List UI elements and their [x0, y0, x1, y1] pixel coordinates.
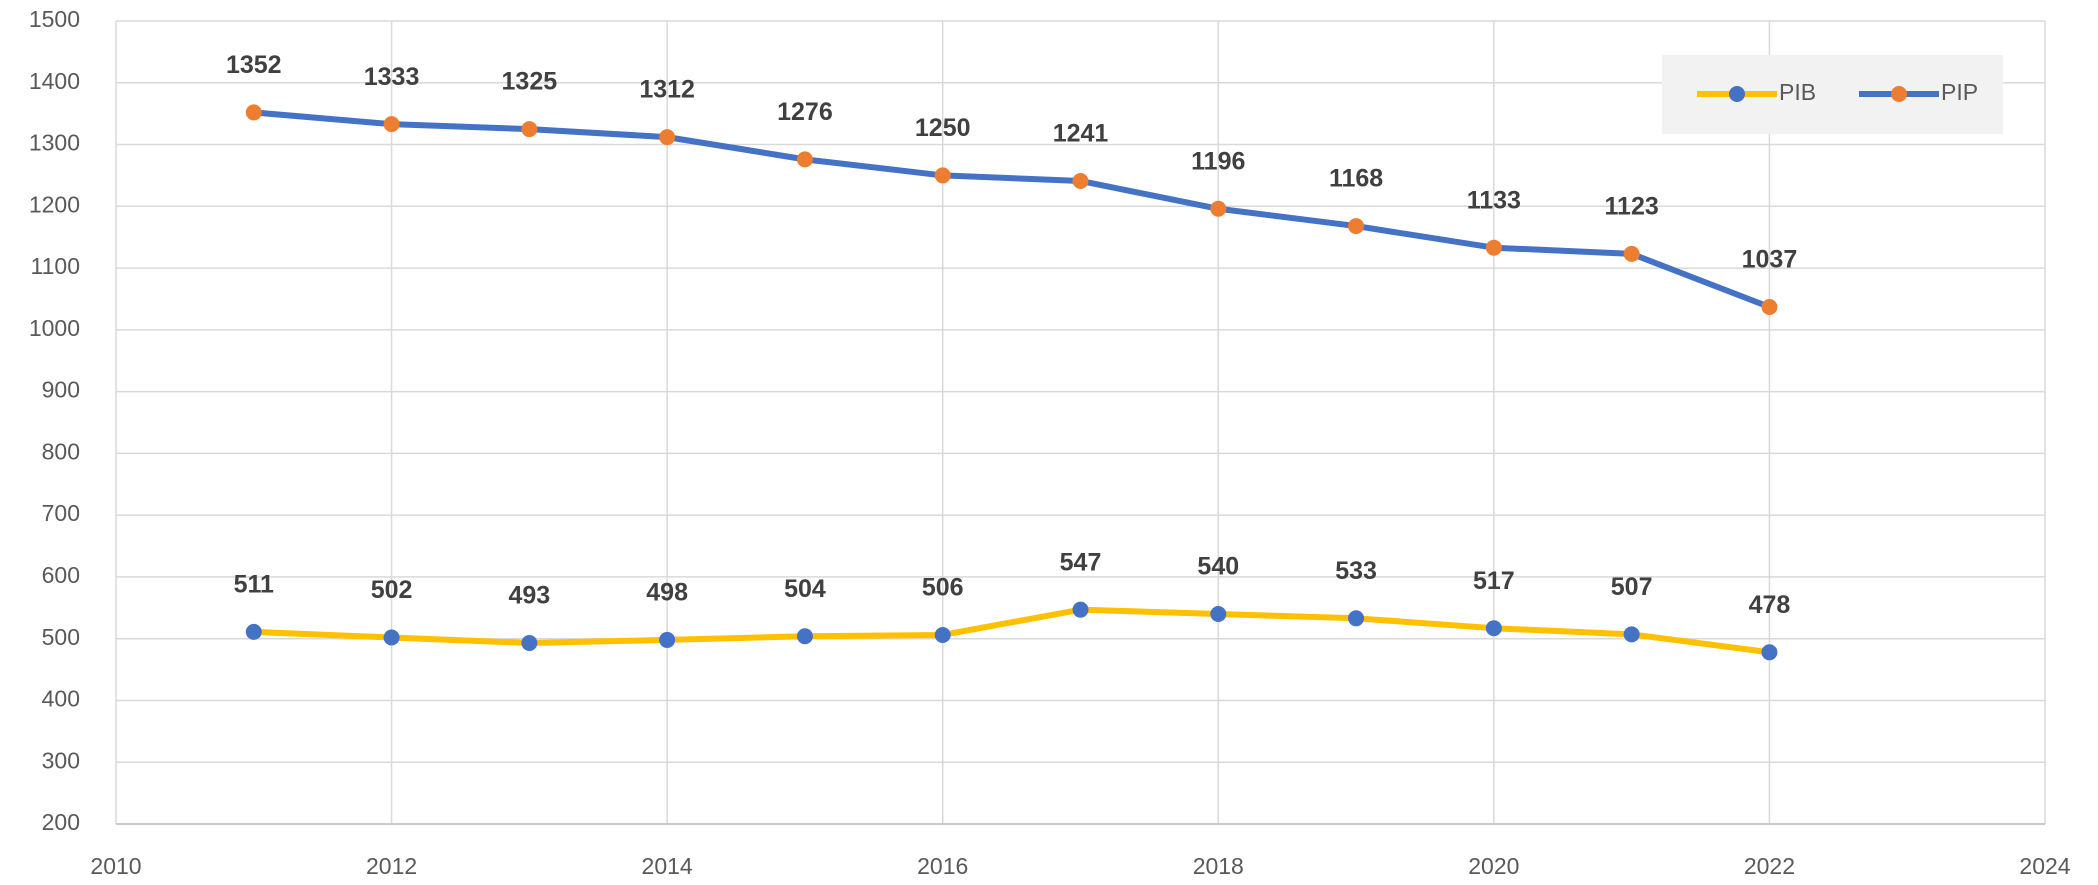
data-label: 533: [1335, 557, 1377, 585]
y-tick-label: 1400: [29, 68, 80, 94]
marker: [383, 116, 400, 133]
marker: [659, 129, 676, 146]
marker: [1348, 218, 1365, 235]
x-tick-label: 2018: [1193, 853, 1244, 879]
y-tick-label: 1300: [29, 130, 80, 156]
data-label: 506: [922, 574, 964, 602]
data-label: 498: [646, 579, 688, 607]
x-tick-label: 2024: [2019, 853, 2070, 879]
y-tick-label: 200: [42, 809, 80, 835]
legend-label: PIB: [1779, 79, 1816, 105]
y-tick-label: 300: [42, 747, 80, 773]
data-label: 1037: [1742, 246, 1798, 274]
data-label: 1352: [226, 51, 282, 79]
y-tick-label: 600: [42, 562, 80, 588]
y-tick-label: 1200: [29, 191, 80, 217]
data-label: 547: [1060, 548, 1102, 576]
data-label: 1333: [364, 63, 420, 91]
marker: [1348, 610, 1365, 627]
y-tick-label: 500: [42, 624, 80, 650]
marker: [1623, 245, 1640, 262]
marker: [245, 623, 262, 640]
marker: [245, 104, 262, 121]
marker: [796, 628, 813, 645]
x-tick-label: 2022: [1744, 853, 1795, 879]
y-tick-label: 1000: [29, 315, 80, 341]
marker: [521, 121, 538, 138]
marker: [796, 151, 813, 168]
marker: [1485, 620, 1502, 637]
data-label: 1250: [915, 114, 971, 142]
data-label: 540: [1197, 553, 1239, 581]
data-label: 1312: [639, 76, 695, 104]
data-label: 1325: [502, 68, 558, 96]
marker: [383, 629, 400, 646]
data-label: 1276: [777, 98, 833, 126]
marker: [934, 626, 951, 643]
marker: [934, 167, 951, 184]
data-label: 1196: [1191, 147, 1245, 175]
data-label: 1123: [1605, 192, 1659, 220]
y-tick-label: 900: [42, 377, 80, 403]
y-tick-label: 800: [42, 438, 80, 464]
marker: [1485, 239, 1502, 256]
data-label: 478: [1749, 591, 1791, 619]
data-label: 493: [508, 582, 550, 610]
marker: [1072, 172, 1089, 189]
marker: [1072, 601, 1089, 618]
marker: [1623, 626, 1640, 643]
series-line: [253, 109, 1771, 310]
data-label: 511: [234, 571, 274, 599]
x-tick-label: 2020: [1468, 853, 1519, 879]
data-label: 1168: [1329, 165, 1383, 193]
data-label: 507: [1611, 573, 1653, 601]
data-label: 1133: [1467, 186, 1521, 214]
data-label: 502: [371, 576, 413, 604]
y-tick-label: 1100: [31, 253, 80, 279]
marker: [659, 631, 676, 648]
legend-marker: [1729, 86, 1745, 102]
marker: [1210, 200, 1227, 217]
legend-label: PIP: [1941, 79, 1978, 105]
y-tick-label: 1500: [29, 6, 80, 32]
legend-marker: [1891, 86, 1907, 102]
marker: [521, 635, 538, 652]
series-line: [253, 606, 1770, 656]
marker: [1210, 605, 1227, 622]
data-label: 517: [1473, 567, 1515, 595]
x-tick-label: 2016: [917, 853, 968, 879]
data-label: 504: [784, 575, 826, 603]
y-tick-label: 700: [42, 500, 80, 526]
data-label: 1241: [1053, 120, 1109, 148]
x-tick-label: 2010: [90, 853, 141, 879]
x-tick-label: 2012: [366, 853, 417, 879]
x-tick-label: 2014: [642, 853, 693, 879]
marker: [1761, 298, 1778, 315]
marker: [1761, 644, 1778, 661]
y-tick-label: 400: [42, 686, 80, 712]
